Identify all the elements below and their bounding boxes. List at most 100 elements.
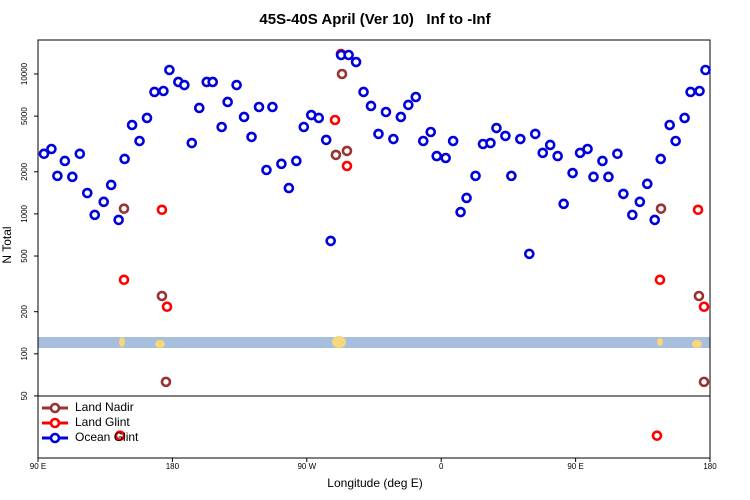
point — [52, 170, 63, 182]
point — [160, 376, 172, 388]
point — [179, 79, 190, 91]
point — [425, 126, 437, 138]
point — [350, 56, 362, 68]
point — [114, 430, 126, 441]
point — [544, 139, 556, 151]
point — [276, 158, 287, 170]
point — [267, 101, 278, 113]
point — [627, 209, 638, 221]
point — [380, 106, 392, 118]
x-tick-label: 180 — [703, 462, 717, 471]
point — [164, 64, 175, 76]
point — [440, 152, 451, 164]
plot-frame — [37, 39, 711, 459]
point — [694, 85, 705, 97]
point — [186, 137, 198, 149]
point — [455, 206, 466, 218]
legend-marker — [49, 417, 61, 429]
point — [207, 76, 219, 88]
point — [515, 133, 526, 145]
point — [529, 128, 541, 140]
x-tick-label: 0 — [439, 462, 444, 471]
point — [193, 102, 205, 114]
point — [537, 147, 549, 159]
legend-marker — [49, 402, 61, 414]
point — [246, 131, 257, 143]
point — [410, 91, 422, 103]
legend-marker — [49, 432, 61, 444]
point — [664, 119, 675, 131]
point — [582, 143, 593, 155]
y-tick-label: 10000 — [20, 62, 29, 85]
point — [81, 187, 93, 199]
legend-label: Land Glint — [75, 415, 130, 429]
y-tick-label: 1000 — [20, 204, 29, 222]
point — [134, 135, 145, 147]
point — [373, 128, 384, 140]
point — [700, 64, 711, 76]
point — [491, 122, 502, 134]
point — [141, 112, 153, 124]
point — [216, 121, 227, 133]
point — [149, 86, 160, 98]
legend-label: Land Nadir — [75, 400, 134, 414]
point — [524, 248, 535, 260]
point — [161, 301, 173, 313]
y-tick-label: 5000 — [20, 107, 29, 125]
point — [325, 235, 336, 247]
point — [126, 119, 138, 131]
point — [231, 79, 242, 91]
point — [313, 112, 325, 124]
point — [98, 196, 110, 208]
point — [618, 188, 629, 200]
point — [698, 376, 710, 388]
point — [67, 171, 78, 183]
point — [679, 112, 690, 124]
point — [46, 143, 57, 155]
point — [698, 301, 710, 313]
x-tick-label: 90 E — [30, 462, 46, 471]
point — [655, 203, 667, 214]
x-tick-label: 180 — [166, 462, 180, 471]
chart-title: 45S-40S April (Ver 10) Inf to -Inf — [259, 11, 491, 28]
point — [105, 179, 117, 191]
point — [156, 204, 168, 216]
point — [358, 86, 369, 98]
point — [238, 111, 250, 123]
x-axis-label: Longitude (deg E) — [327, 476, 422, 490]
y-axis-label: N Total — [0, 226, 14, 263]
point — [118, 274, 130, 286]
point — [634, 196, 646, 208]
y-tick-label: 2000 — [20, 162, 29, 180]
point — [558, 198, 569, 210]
point — [552, 150, 563, 162]
point — [38, 148, 50, 160]
point — [261, 164, 272, 176]
point — [470, 170, 481, 182]
point — [343, 49, 354, 61]
x-tick-label: 90 E — [567, 462, 583, 471]
point — [417, 135, 429, 147]
point — [654, 274, 666, 286]
point — [298, 121, 310, 133]
y-tick-label: 50 — [20, 391, 29, 400]
point — [320, 134, 332, 146]
point — [693, 290, 705, 302]
point — [222, 96, 233, 108]
y-tick-label: 200 — [20, 304, 29, 318]
x-tick-label: 90 W — [297, 462, 316, 471]
point — [403, 99, 414, 111]
y-tick-label: 500 — [20, 249, 29, 263]
land-blobs — [119, 336, 702, 348]
point — [283, 182, 295, 194]
point — [113, 214, 124, 226]
point — [670, 135, 681, 147]
point — [461, 192, 472, 204]
map-strip — [38, 337, 710, 348]
point — [365, 100, 377, 112]
point — [692, 204, 704, 216]
point — [685, 86, 696, 98]
point — [651, 430, 663, 441]
point — [506, 170, 517, 182]
